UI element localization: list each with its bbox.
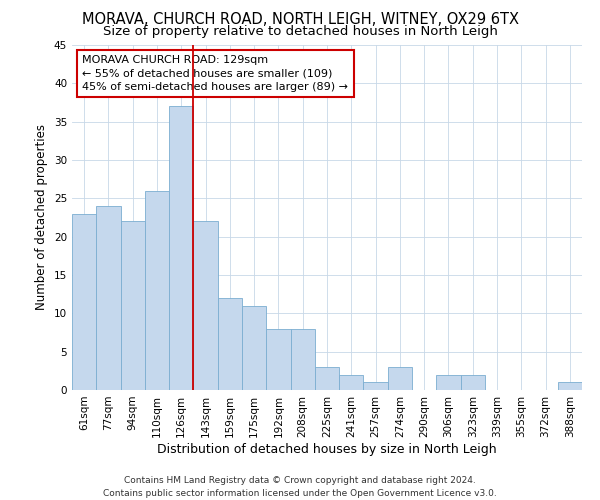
Bar (266, 328, 290, 390)
Bar (218, 298, 242, 390)
Bar (121, 222, 145, 390)
Bar (145, 190, 169, 390)
Text: Contains HM Land Registry data © Crown copyright and database right 2024.
Contai: Contains HM Land Registry data © Crown c… (103, 476, 497, 498)
Bar (388, 367, 412, 390)
Text: Size of property relative to detached houses in North Leigh: Size of property relative to detached ho… (103, 25, 497, 38)
Bar (242, 306, 266, 390)
Bar (169, 106, 193, 390)
Bar (290, 328, 315, 390)
Bar (436, 374, 461, 390)
Text: MORAVA, CHURCH ROAD, NORTH LEIGH, WITNEY, OX29 6TX: MORAVA, CHURCH ROAD, NORTH LEIGH, WITNEY… (82, 12, 518, 28)
Bar (96, 206, 121, 390)
X-axis label: Distribution of detached houses by size in North Leigh: Distribution of detached houses by size … (157, 442, 497, 456)
Text: MORAVA CHURCH ROAD: 129sqm
← 55% of detached houses are smaller (109)
45% of sem: MORAVA CHURCH ROAD: 129sqm ← 55% of deta… (82, 56, 348, 92)
Bar (72, 214, 96, 390)
Bar (193, 222, 218, 390)
Bar (364, 382, 388, 390)
Bar (461, 374, 485, 390)
Bar (558, 382, 582, 390)
Bar (315, 367, 339, 390)
Bar (339, 374, 364, 390)
Y-axis label: Number of detached properties: Number of detached properties (35, 124, 49, 310)
